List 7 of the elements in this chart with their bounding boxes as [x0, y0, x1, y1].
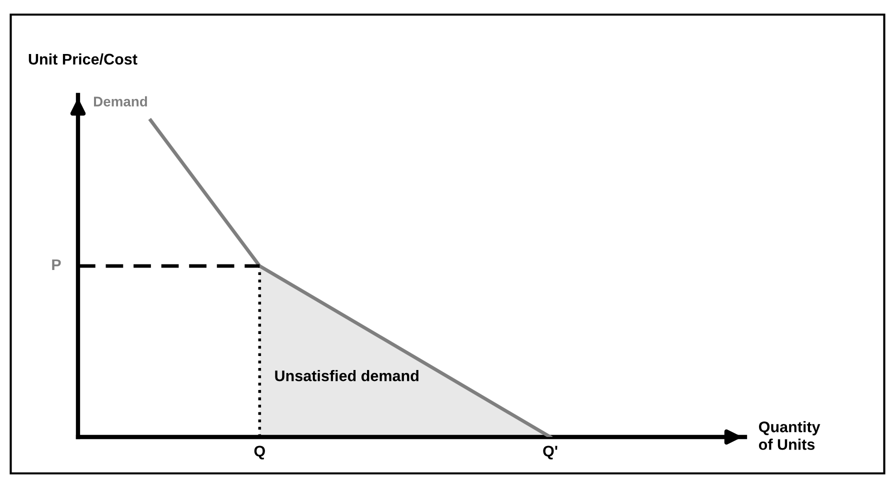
annotation: Unsatisfied demand — [275, 370, 418, 382]
x-axis-title: Quantity of Units — [758, 421, 820, 450]
series-label: Demand — [94, 96, 147, 106]
x-tick-label: Q — [254, 446, 265, 460]
x-tick-label: Q' — [543, 446, 558, 460]
y-axis-title: Unit Price/Cost — [28, 53, 138, 65]
text: P — [52, 259, 61, 270]
